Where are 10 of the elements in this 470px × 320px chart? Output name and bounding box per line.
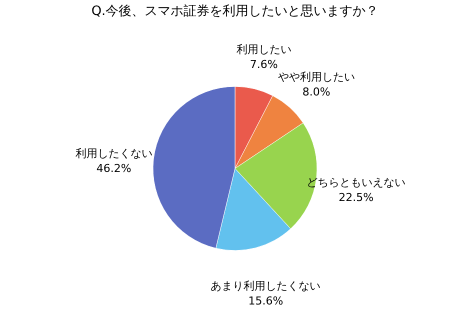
data-label: 46.2% xyxy=(96,162,132,176)
data-label: 7.6% xyxy=(250,58,278,71)
chart-title: Q.今後、スマホ証券を利用したいと思いますか？ xyxy=(91,4,379,19)
slice-label: やや利用したい xyxy=(278,70,355,84)
data-label: 8.0% xyxy=(302,86,330,99)
slice-label: 利用したくない xyxy=(75,147,152,160)
slice-label: あまり利用したくない xyxy=(210,280,321,293)
slice-label: 利用したい xyxy=(236,42,292,56)
data-label: 22.5% xyxy=(338,190,374,204)
data-label: 15.6% xyxy=(248,294,284,308)
